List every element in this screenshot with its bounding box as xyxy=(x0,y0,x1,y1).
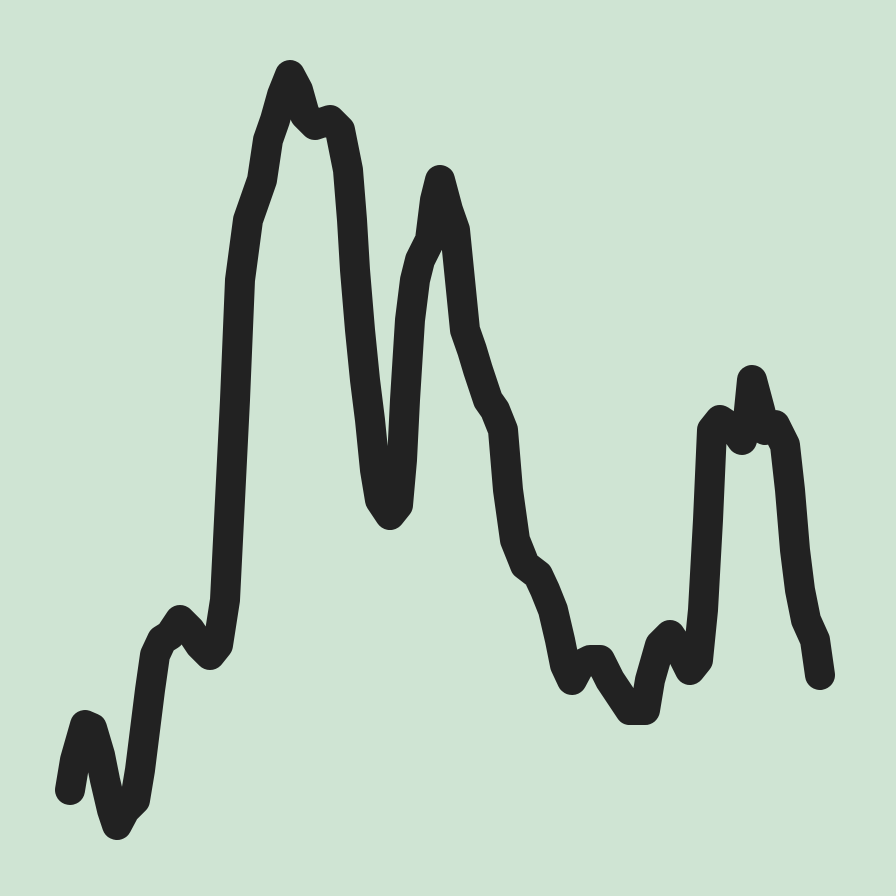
line xyxy=(55,60,835,840)
